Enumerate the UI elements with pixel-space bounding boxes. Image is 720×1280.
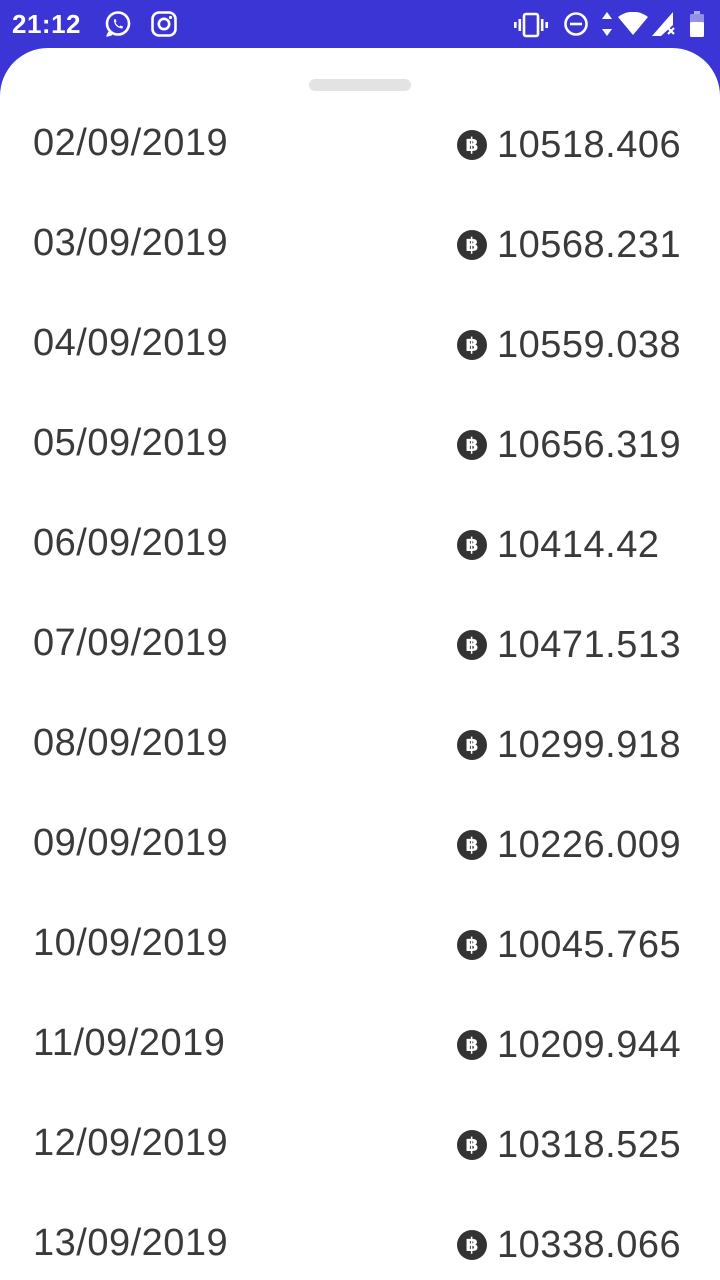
row-price: ฿ 10209.944 xyxy=(457,1022,681,1068)
row-date: 11/09/2019 xyxy=(33,1022,226,1064)
row-value: 10299.918 xyxy=(497,723,682,766)
row-value: 10518.406 xyxy=(497,123,682,166)
row-price: ฿ 10318.525 xyxy=(457,1122,681,1168)
whatsapp-icon xyxy=(105,11,131,37)
row-date: 05/09/2019 xyxy=(33,422,229,464)
list-item[interactable]: 05/09/2019 ฿ 10656.319 xyxy=(0,395,720,495)
row-date: 07/09/2019 xyxy=(33,622,229,664)
row-date: 04/09/2019 xyxy=(33,322,229,364)
vibrate-icon xyxy=(514,12,548,38)
row-price: ฿ 10045.765 xyxy=(457,922,681,968)
list-item[interactable]: 09/09/2019 ฿ 10226.009 xyxy=(0,795,720,895)
sheet-drag-handle[interactable] xyxy=(309,79,411,91)
bitcoin-icon: ฿ xyxy=(457,930,487,960)
list-item[interactable]: 07/09/2019 ฿ 10471.513 xyxy=(0,595,720,695)
bitcoin-icon: ฿ xyxy=(457,830,487,860)
row-value: 10471.513 xyxy=(497,623,682,666)
bitcoin-icon: ฿ xyxy=(457,530,487,560)
list-item[interactable]: 11/09/2019 ฿ 10209.944 xyxy=(0,995,720,1095)
bitcoin-icon: ฿ xyxy=(457,730,487,760)
row-value: 10045.765 xyxy=(497,923,682,966)
row-date: 13/09/2019 xyxy=(33,1222,229,1264)
row-value: 10414.42 xyxy=(497,523,660,566)
bitcoin-icon: ฿ xyxy=(457,1030,487,1060)
price-history-list[interactable]: 02/09/2019 ฿ 10518.406 03/09/2019 ฿ 10568.231… xyxy=(0,95,720,1280)
row-price: ฿ 10226.009 xyxy=(457,822,681,868)
row-date: 12/09/2019 xyxy=(33,1122,229,1164)
list-item[interactable]: 13/09/2019 ฿ 10338.066 xyxy=(0,1195,720,1280)
price-history-sheet[interactable]: 02/09/2019 ฿ 10518.406 03/09/2019 ฿ 10568.231… xyxy=(0,48,720,1280)
status-bar: 21:12 xyxy=(0,0,720,48)
row-price: ฿ 10471.513 xyxy=(457,622,681,668)
bitcoin-icon: ฿ xyxy=(457,630,487,660)
do-not-disturb-icon xyxy=(564,12,588,36)
signal-no-sim-icon xyxy=(652,12,675,36)
row-value: 10318.525 xyxy=(497,1123,682,1166)
row-date: 09/09/2019 xyxy=(33,822,229,864)
row-price: ฿ 10568.231 xyxy=(457,222,681,268)
list-item[interactable]: 12/09/2019 ฿ 10318.525 xyxy=(0,1095,720,1195)
row-price: ฿ 10338.066 xyxy=(457,1222,681,1268)
row-date: 06/09/2019 xyxy=(33,522,229,564)
data-arrows-icon xyxy=(602,12,612,36)
row-value: 10226.009 xyxy=(497,823,682,866)
row-value: 10656.319 xyxy=(497,423,682,466)
row-price: ฿ 10414.42 xyxy=(457,522,660,568)
bitcoin-icon: ฿ xyxy=(457,1230,487,1260)
row-price: ฿ 10656.319 xyxy=(457,422,681,468)
bitcoin-icon: ฿ xyxy=(457,1130,487,1160)
row-price: ฿ 10559.038 xyxy=(457,322,681,368)
row-value: 10338.066 xyxy=(497,1223,682,1266)
row-date: 03/09/2019 xyxy=(33,222,229,264)
row-date: 02/09/2019 xyxy=(33,122,229,164)
bitcoin-icon: ฿ xyxy=(457,330,487,360)
list-item[interactable]: 10/09/2019 ฿ 10045.765 xyxy=(0,895,720,995)
row-value: 10209.944 xyxy=(497,1023,682,1066)
wifi-icon xyxy=(618,12,648,35)
list-item[interactable]: 03/09/2019 ฿ 10568.231 xyxy=(0,195,720,295)
list-item[interactable]: 08/09/2019 ฿ 10299.918 xyxy=(0,695,720,795)
row-date: 10/09/2019 xyxy=(33,922,229,964)
row-date: 08/09/2019 xyxy=(33,722,229,764)
instagram-icon xyxy=(151,11,177,37)
bitcoin-icon: ฿ xyxy=(457,430,487,460)
row-price: ฿ 10518.406 xyxy=(457,122,681,168)
list-item[interactable]: 06/09/2019 ฿ 10414.42 xyxy=(0,495,720,595)
list-item[interactable]: 02/09/2019 ฿ 10518.406 xyxy=(0,95,720,195)
bitcoin-icon: ฿ xyxy=(457,230,487,260)
list-item[interactable]: 04/09/2019 ฿ 10559.038 xyxy=(0,295,720,395)
row-value: 10559.038 xyxy=(497,323,682,366)
bitcoin-icon: ฿ xyxy=(457,130,487,160)
row-value: 10568.231 xyxy=(497,223,682,266)
row-price: ฿ 10299.918 xyxy=(457,722,681,768)
status-time: 21:12 xyxy=(12,9,81,39)
battery-icon xyxy=(690,11,704,37)
